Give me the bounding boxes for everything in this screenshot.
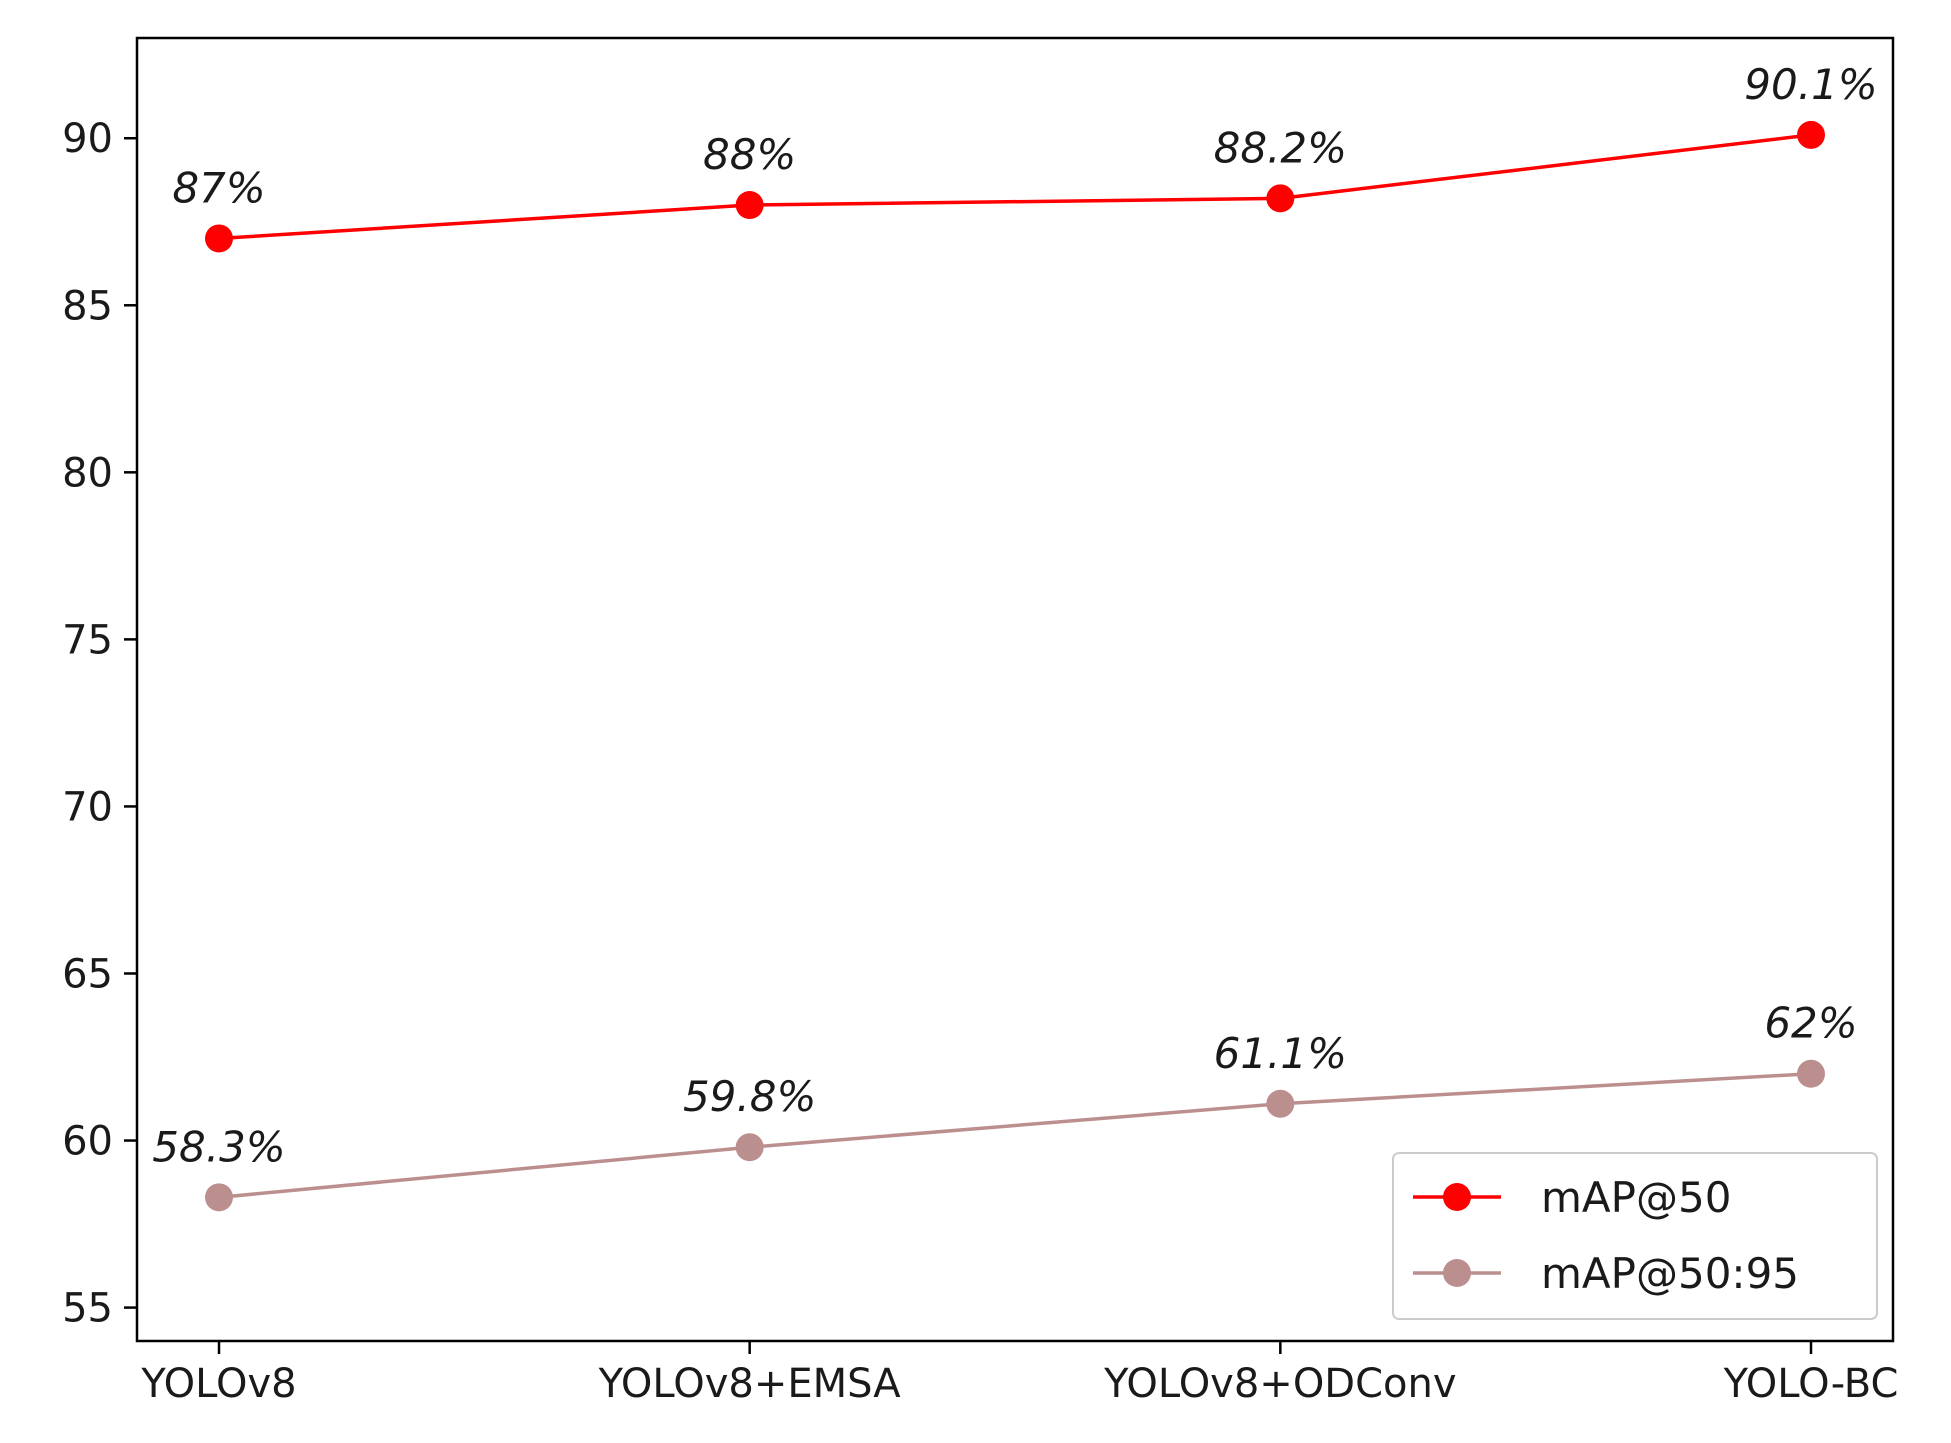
series-point — [205, 224, 233, 253]
y-tick-label: 55 — [62, 1286, 113, 1332]
data-label: 88% — [703, 130, 796, 179]
series-line — [218, 1071, 1812, 1200]
series-point — [1266, 1089, 1295, 1118]
data-label: 61.1% — [1214, 1029, 1347, 1078]
data-labels: 87% 88% 88.2% 90.1% 58.3% 59.8% 61.1% 62% — [152, 60, 1877, 1171]
y-tick-label: 65 — [62, 951, 113, 997]
data-label: 87% — [172, 163, 265, 212]
legend: mAP@50 mAP@50:95 — [1392, 1152, 1878, 1320]
plot-frame — [135, 36, 1895, 1343]
y-tick-label: 90 — [62, 116, 113, 162]
axes: 55 60 65 70 75 80 85 90 YOLOv8 YOLOv8+EMSA YOLOv8+… — [62, 116, 1898, 1407]
y-tick-label: 85 — [62, 283, 113, 329]
legend-label: mAP@50 — [1541, 1173, 1731, 1222]
series-point — [735, 191, 764, 220]
x-tick-label: YOLOv8+EMSA — [598, 1361, 902, 1407]
series-point — [205, 1183, 233, 1212]
legend-swatch-marker — [1443, 1259, 1471, 1287]
data-label: 88.2% — [1214, 123, 1347, 172]
y-tick-label: 70 — [62, 784, 113, 830]
y-tick-label: 75 — [62, 617, 113, 663]
legend-swatch-marker — [1443, 1183, 1471, 1211]
series-point — [1797, 120, 1825, 149]
data-label: 59.8% — [683, 1072, 816, 1121]
y-tick-label: 80 — [62, 450, 113, 496]
series-point — [735, 1133, 764, 1162]
series-group — [205, 120, 1825, 1212]
data-label: 58.3% — [152, 1122, 285, 1171]
x-tick-label: YOLOv8+ODConv — [1103, 1361, 1456, 1407]
x-tick-label: YOLO-BC — [1723, 1361, 1899, 1407]
legend-label: mAP@50:95 — [1541, 1249, 1799, 1298]
x-tick-label: YOLOv8 — [140, 1361, 296, 1407]
series-line — [218, 133, 1812, 241]
series-point — [1266, 184, 1295, 213]
y-tick-label: 60 — [62, 1119, 113, 1165]
series-point — [1797, 1059, 1825, 1088]
plot-area — [135, 36, 1895, 1343]
data-label: 90.1% — [1744, 60, 1877, 109]
legend-box — [1392, 1152, 1878, 1320]
data-label: 62% — [1764, 999, 1857, 1048]
